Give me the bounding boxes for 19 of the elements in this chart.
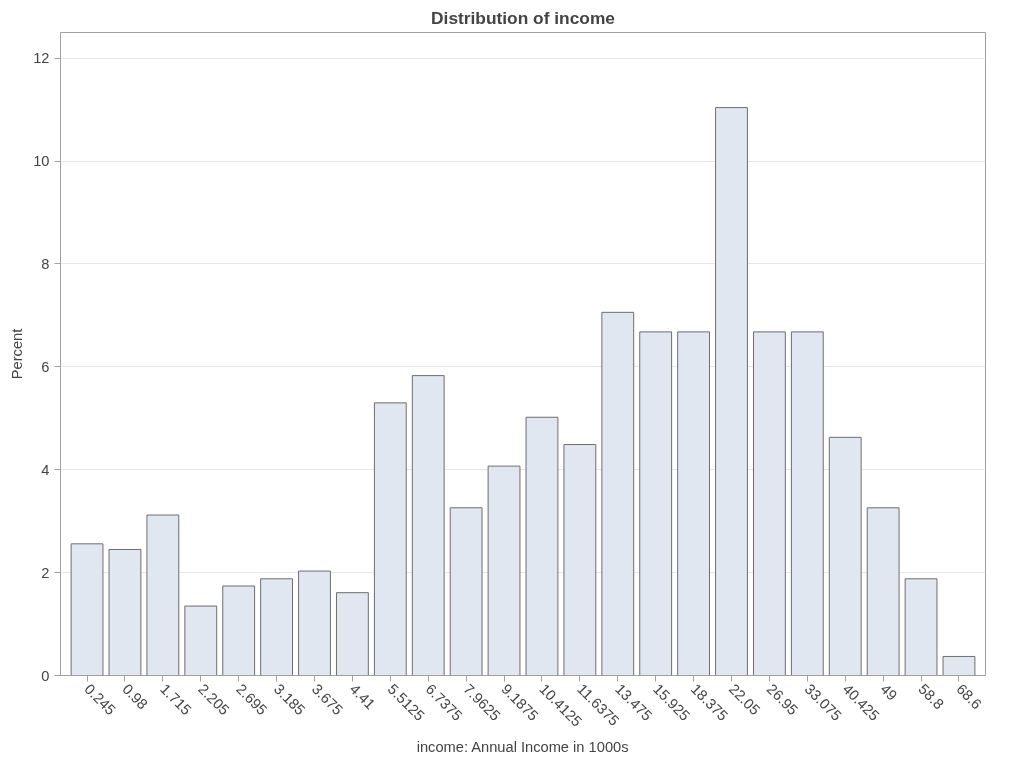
x-tick-label: 68.6 <box>953 680 985 713</box>
y-tick-label: 2 <box>41 564 50 581</box>
chart-title: Distribution of income <box>431 7 616 28</box>
y-tick-label: 6 <box>41 358 50 375</box>
bar <box>904 578 938 676</box>
x-axis-title: income: Annual Income in 1000s <box>416 739 629 756</box>
x-tick-label: 49 <box>877 680 901 704</box>
bar <box>335 592 369 676</box>
bar <box>942 655 976 676</box>
y-tick-label: 8 <box>41 255 50 272</box>
y-tick-label: 12 <box>33 50 50 67</box>
y-tick-label: 4 <box>41 461 50 478</box>
x-tick-label: 4.41 <box>346 680 379 713</box>
y-tick-label: 0 <box>41 667 50 684</box>
y-tick-label: 10 <box>33 153 50 170</box>
bar <box>222 585 256 676</box>
y-axis-title: Percent <box>9 328 26 380</box>
bar <box>260 578 294 676</box>
bar <box>184 605 218 676</box>
